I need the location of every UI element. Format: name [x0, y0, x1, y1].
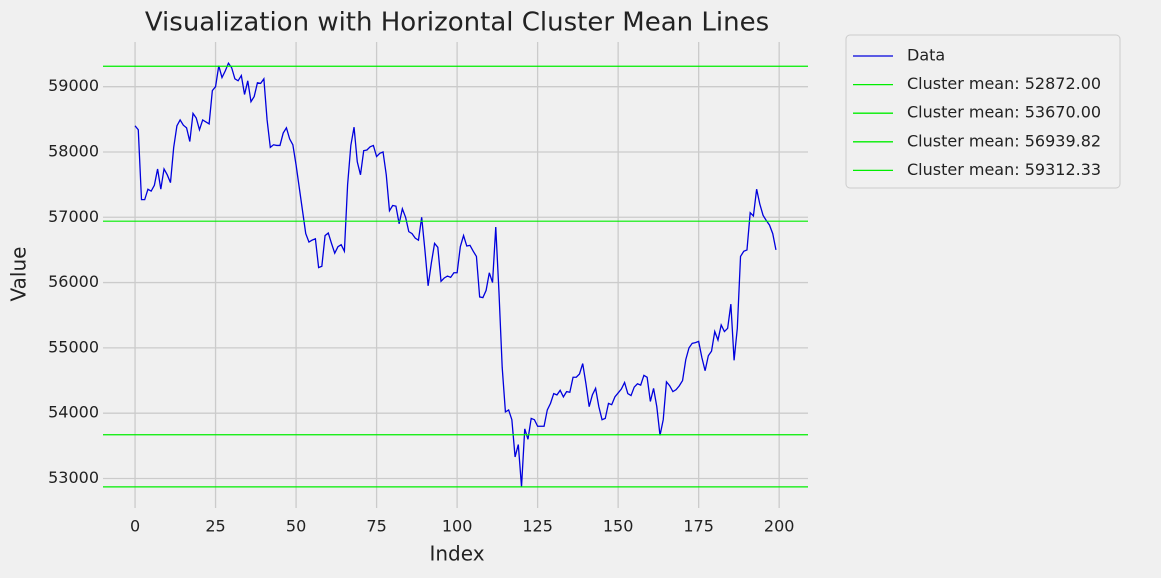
y-tick-label: 59000 [48, 76, 99, 95]
x-axis-label: Index [429, 542, 484, 566]
legend-label: Cluster mean: 59312.33 [907, 160, 1101, 179]
y-tick-label: 54000 [48, 403, 99, 422]
x-tick-label: 150 [603, 517, 634, 536]
x-tick-label: 50 [286, 517, 306, 536]
legend-label: Data [907, 46, 945, 65]
x-tick-label: 125 [522, 517, 553, 536]
legend-label: Cluster mean: 52872.00 [907, 74, 1101, 93]
y-tick-label: 57000 [48, 207, 99, 226]
y-tick-label: 56000 [48, 272, 99, 291]
y-tick-label: 53000 [48, 468, 99, 487]
y-tick-label: 55000 [48, 337, 99, 356]
legend-label: Cluster mean: 53670.00 [907, 103, 1101, 122]
y-tick-label: 58000 [48, 141, 99, 160]
legend-label: Cluster mean: 56939.82 [907, 131, 1101, 150]
x-tick-label: 100 [442, 517, 473, 536]
x-tick-label: 75 [366, 517, 386, 536]
x-tick-label: 0 [130, 517, 140, 536]
x-tick-label: 200 [764, 517, 795, 536]
x-tick-label: 25 [205, 517, 225, 536]
chart-title: Visualization with Horizontal Cluster Me… [145, 8, 769, 38]
y-axis-label: Value [7, 247, 31, 302]
data-line [134, 61, 777, 487]
legend-box [845, 34, 1121, 189]
x-tick-label: 175 [683, 517, 714, 536]
